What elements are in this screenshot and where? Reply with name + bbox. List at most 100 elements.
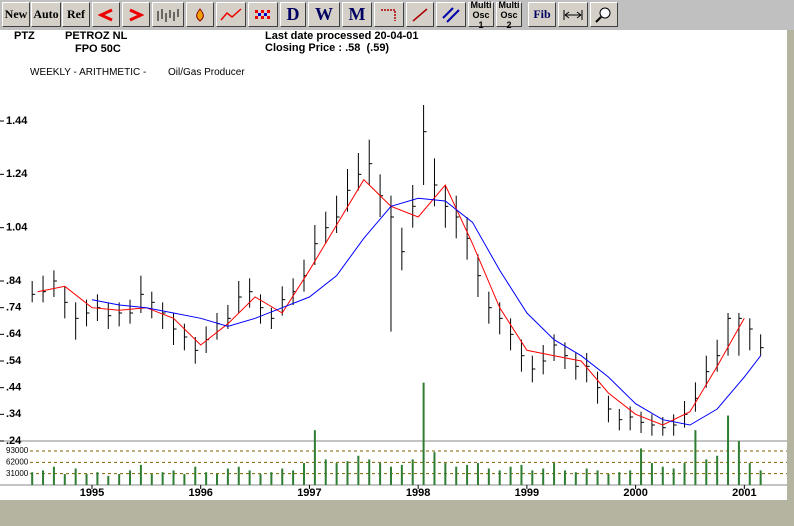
y-tick-label: .34	[6, 408, 22, 420]
volume-bar	[129, 470, 132, 485]
volume-bar	[139, 464, 142, 485]
volume-bar	[183, 474, 186, 485]
daily-button[interactable]: D	[280, 2, 306, 27]
volume-bar	[194, 466, 197, 485]
icon	[442, 6, 460, 23]
y-tick-label: .24	[6, 435, 22, 447]
line-tool-button[interactable]	[374, 2, 404, 27]
y-tick-label: .64	[6, 328, 22, 340]
volume-tick-label: 62000	[6, 457, 29, 466]
volume-bar	[161, 472, 164, 485]
bars-button[interactable]	[152, 2, 184, 27]
volume-bar	[357, 455, 360, 485]
measure-button[interactable]	[558, 2, 588, 27]
volume-bar	[433, 452, 436, 485]
last-date: Last date processed 20-04-01	[265, 30, 419, 42]
volume-bar	[574, 472, 577, 485]
volume-bar	[302, 463, 305, 485]
volume-bar	[542, 468, 545, 485]
back-button[interactable]	[92, 2, 120, 27]
volume-bar	[335, 463, 338, 485]
volume-bar	[150, 474, 153, 485]
volume-bar	[640, 448, 643, 485]
y-tick-label: 1.04	[6, 222, 28, 234]
line-button[interactable]	[216, 2, 246, 27]
volume-bar	[368, 459, 371, 485]
volume-bar	[607, 474, 610, 485]
icon	[381, 8, 396, 21]
volume-tick-label: 93000	[6, 446, 29, 455]
volume-tick-label: 31000	[6, 469, 29, 478]
icon	[595, 7, 611, 23]
volume-bar	[716, 455, 719, 485]
volume-bar	[411, 459, 414, 485]
candle-button[interactable]	[186, 2, 214, 27]
volume-bar	[389, 466, 392, 485]
volume-bar	[629, 470, 632, 485]
icon	[220, 7, 242, 20]
volume-bar	[63, 474, 66, 485]
forward-button[interactable]	[122, 2, 150, 27]
volume-bar	[553, 463, 556, 485]
volume-bar	[422, 382, 425, 485]
volume-bar	[466, 464, 469, 485]
y-tick-label: 1.24	[6, 168, 28, 180]
toolbar: New Auto Ref D W M Multi Osc 1 Multi Osc…	[0, 0, 794, 30]
ref-button[interactable]: Ref	[62, 2, 90, 27]
volume-bar	[237, 466, 240, 485]
x-tick-label: 1997	[297, 487, 321, 499]
volume-bar	[107, 475, 110, 485]
moving-average	[91, 197, 762, 426]
volume-bar	[672, 468, 675, 485]
chart: .24 .34 .44 .54 .64 .74 .84 1.04 1.24 1.44 31000 62…	[0, 105, 787, 499]
volume-bar	[400, 464, 403, 485]
volume-bar	[683, 463, 686, 485]
x-tick-label: 2000	[623, 487, 647, 499]
icon	[196, 7, 204, 22]
channel-button[interactable]	[436, 2, 466, 27]
volume-bar	[346, 461, 349, 485]
volume-bar	[52, 466, 55, 485]
volume-bar	[379, 463, 382, 485]
volume-bar	[476, 463, 479, 485]
x-tick-label: 1999	[515, 487, 539, 499]
volume-bar	[618, 472, 621, 485]
zoom-button[interactable]	[590, 2, 618, 27]
icon	[98, 8, 113, 21]
volume-bar	[270, 472, 273, 485]
trend-button[interactable]	[406, 2, 434, 27]
icon	[412, 7, 428, 22]
volume-bar	[498, 470, 501, 485]
y-tick-label: .74	[6, 302, 22, 314]
osc2-button[interactable]: Multi Osc 2	[496, 0, 522, 30]
x-tick-label: 1995	[80, 487, 104, 499]
volume-bar	[748, 463, 751, 485]
x-tick-label: 1996	[188, 487, 212, 499]
weekly-button[interactable]: W	[308, 2, 340, 27]
volume-bar	[694, 430, 697, 485]
volume-bar	[31, 472, 34, 485]
company-name: PETROZ NL	[65, 30, 128, 42]
volume-bar	[520, 464, 523, 485]
volume-bar	[563, 470, 566, 485]
icon	[255, 9, 270, 19]
point-figure-button[interactable]	[248, 2, 278, 27]
volume-bar	[650, 463, 653, 485]
closing-price: Closing Price : .58 (.59)	[265, 42, 390, 54]
osc1-button[interactable]: Multi Osc 1	[468, 0, 494, 30]
icon	[129, 8, 144, 21]
icon	[563, 9, 583, 20]
volume-bar	[585, 468, 588, 485]
y-tick-label: .44	[6, 382, 22, 394]
volume-bar	[487, 468, 490, 485]
volume-bar	[509, 466, 512, 485]
volume-bar	[324, 459, 327, 485]
auto-button[interactable]: Auto	[31, 2, 61, 27]
monthly-button[interactable]: M	[342, 2, 372, 27]
new-button[interactable]: New	[2, 2, 30, 27]
sector: Oil/Gas Producer	[168, 67, 245, 78]
volume-bar	[118, 474, 121, 485]
fib-button[interactable]: Fib	[528, 2, 556, 27]
stock-code: PTZ	[14, 30, 35, 42]
